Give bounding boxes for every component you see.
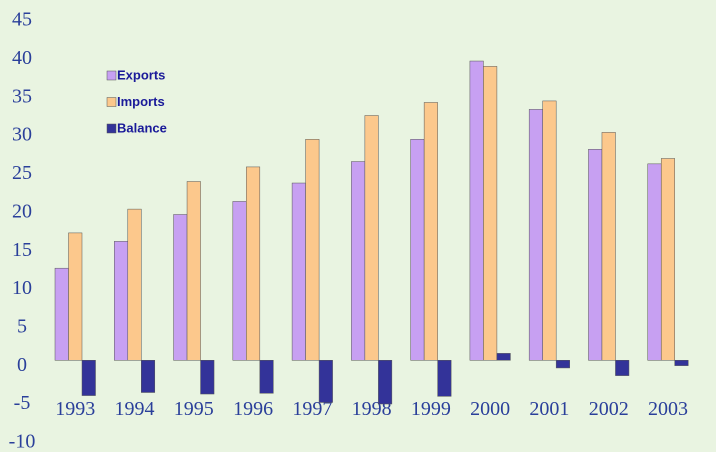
bar <box>186 181 201 361</box>
x-tick-label: 1993 <box>55 398 95 420</box>
bar <box>601 132 616 361</box>
x-tick-label: 2003 <box>648 398 688 420</box>
y-tick-label: -5 <box>14 392 31 414</box>
bar <box>200 360 215 395</box>
bar <box>647 163 662 361</box>
bar <box>496 353 511 361</box>
y-tick-label: 30 <box>12 124 32 146</box>
bar <box>364 115 379 361</box>
bar <box>114 241 129 361</box>
bar <box>291 182 306 361</box>
legend-label: Balance <box>117 120 167 135</box>
bar <box>437 360 452 397</box>
y-tick-label: 45 <box>12 9 32 31</box>
x-tick-label: 2001 <box>529 398 569 420</box>
bar <box>588 149 603 361</box>
bar <box>141 360 156 393</box>
x-tick-label: 1996 <box>233 398 273 420</box>
bar <box>305 139 320 361</box>
bar <box>555 360 570 369</box>
bar <box>469 60 484 361</box>
y-tick-label: 35 <box>12 85 32 107</box>
y-tick-label: 5 <box>17 316 27 338</box>
y-tick-label: 15 <box>12 239 32 261</box>
bar <box>127 208 142 361</box>
legend-label: Exports <box>117 67 165 82</box>
bar <box>68 232 83 361</box>
y-tick-label: 10 <box>12 277 32 299</box>
bar <box>542 100 557 361</box>
x-tick-label: 2002 <box>589 398 629 420</box>
bar <box>81 360 96 396</box>
bar <box>528 109 543 361</box>
y-tick-label: -10 <box>9 431 36 452</box>
bar <box>660 158 675 361</box>
bar <box>410 139 425 361</box>
bar <box>378 360 393 405</box>
x-tick-label: 1997 <box>292 398 332 420</box>
bar <box>423 102 438 361</box>
y-tick-label: 20 <box>12 200 32 222</box>
legend-swatch <box>106 123 117 134</box>
x-tick-label: 1994 <box>115 398 155 420</box>
bar <box>259 360 274 394</box>
x-tick-label: 1995 <box>174 398 214 420</box>
x-tick-label: 1999 <box>411 398 451 420</box>
bar <box>615 360 630 376</box>
bar <box>232 201 247 361</box>
bar <box>483 66 498 361</box>
bar <box>351 161 366 361</box>
y-tick-label: 25 <box>12 162 32 184</box>
y-tick-label: 40 <box>12 47 32 69</box>
legend-label: Imports <box>117 94 165 109</box>
legend-swatch <box>106 70 117 81</box>
bar <box>674 360 689 366</box>
x-tick-label: 2000 <box>470 398 510 420</box>
bar <box>54 267 69 361</box>
bar <box>246 166 261 361</box>
bar <box>173 214 188 361</box>
bar <box>318 360 333 403</box>
legend-swatch <box>106 97 117 107</box>
y-tick-label: 0 <box>17 354 27 376</box>
